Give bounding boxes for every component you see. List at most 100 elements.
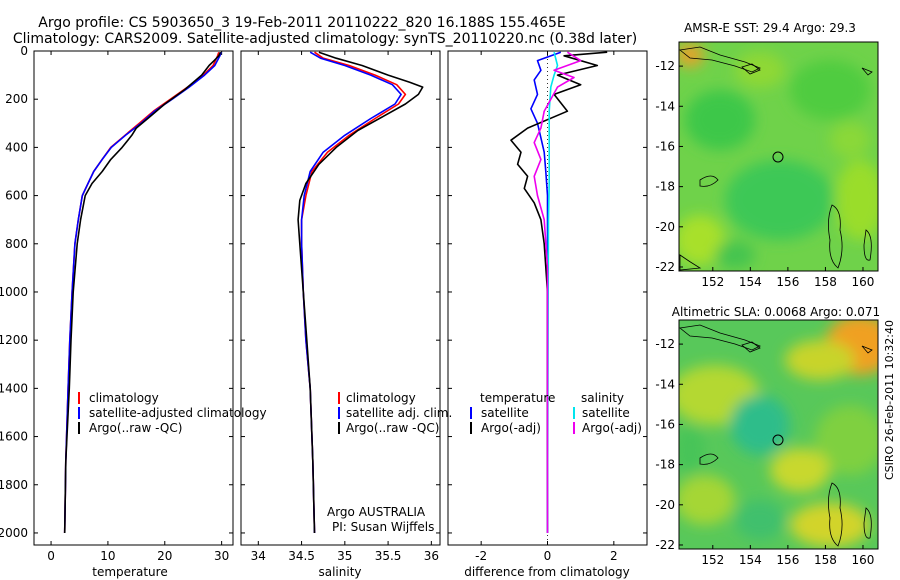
series-line-argo-raw-qc bbox=[297, 51, 424, 534]
x-tick-label: 36 bbox=[424, 549, 439, 563]
map-x-tick-label: 158 bbox=[814, 275, 837, 289]
legend-heading-salinity: salinity bbox=[581, 391, 624, 405]
map-x-tick-label: 158 bbox=[814, 553, 837, 567]
coastline bbox=[679, 46, 761, 73]
temperature-xlabel: temperature bbox=[92, 565, 167, 579]
y-tick-label: 400 bbox=[5, 140, 28, 154]
legend-label: Argo(..raw -QC) bbox=[346, 421, 439, 435]
map-y-tick-label: -22 bbox=[655, 260, 675, 274]
map-y-tick-label: -18 bbox=[655, 458, 675, 472]
coastline bbox=[861, 67, 873, 76]
map-y-tick-label: -12 bbox=[655, 337, 675, 351]
coastline bbox=[863, 507, 872, 539]
series-line-argo-raw-qc bbox=[63, 51, 222, 534]
x-tick-label: -2 bbox=[475, 549, 487, 563]
y-tick-label: 1200 bbox=[0, 333, 28, 347]
coastline bbox=[699, 175, 719, 187]
coastline bbox=[679, 324, 761, 351]
map-y-tick-label: -14 bbox=[655, 377, 675, 391]
map-x-tick-label: 160 bbox=[852, 553, 875, 567]
x-tick-label: 34.5 bbox=[288, 549, 315, 563]
legend-heading-temperature: temperature bbox=[480, 391, 555, 405]
y-tick-label: 0 bbox=[20, 44, 28, 58]
temperature-chart: 0 10 20 30 0 200 400 600 800 1000 1200 1400 1600 1800… bbox=[0, 44, 233, 563]
series-line-salinity-argo-adj bbox=[533, 51, 582, 533]
legend-label: Argo(-adj) bbox=[582, 421, 642, 435]
float-position-marker bbox=[772, 434, 784, 446]
coastline bbox=[861, 345, 873, 354]
x-tick-label: 35.5 bbox=[375, 549, 402, 563]
y-tick-label: 1400 bbox=[0, 381, 28, 395]
coastline bbox=[699, 453, 719, 465]
y-tick-label: 1600 bbox=[0, 430, 28, 444]
side-label: CSIRO 26-Feb-2011 10:32:40 bbox=[883, 320, 896, 480]
legend-label: satellite bbox=[582, 406, 630, 420]
map-x-tick-label: 156 bbox=[776, 275, 799, 289]
coastline bbox=[863, 229, 872, 261]
y-tick-label: 1800 bbox=[0, 478, 28, 492]
salinity-legend: climatology satellite adj. clim. Argo(..… bbox=[338, 391, 452, 435]
difference-chart: -2 0 2 bbox=[448, 50, 647, 563]
coastline bbox=[828, 482, 843, 547]
series-line-satellite-adjusted-climatology bbox=[63, 51, 222, 534]
legend-label: satellite bbox=[481, 406, 529, 420]
legend-label: Argo(..raw -QC) bbox=[89, 421, 182, 435]
map-y-tick-label: -12 bbox=[655, 59, 675, 73]
figure-title-line2: Climatology: CARS2009. Satellite-adjuste… bbox=[13, 31, 637, 47]
y-tick-label: 2000 bbox=[0, 526, 28, 540]
sla-map bbox=[679, 320, 878, 549]
temperature-legend: climatology satellite-adjusted climatolo… bbox=[78, 391, 267, 435]
x-tick-label: 0 bbox=[544, 549, 552, 563]
sst-map-title: AMSR-E SST: 29.4 Argo: 29.3 bbox=[684, 21, 856, 35]
salinity-chart: 34 34.5 35 35.5 36 bbox=[241, 50, 440, 563]
difference-legend: temperature satellite Argo(-adj) salinit… bbox=[470, 391, 642, 435]
sla-map-axes: 152 154 156 158 160 -12 -14 -16 -18 -20 -22 bbox=[655, 337, 874, 567]
legend-label: satellite-adjusted climatology bbox=[89, 406, 267, 420]
legend-label: Argo(-adj) bbox=[481, 421, 541, 435]
legend-label: climatology bbox=[346, 391, 416, 405]
x-tick-label: 0 bbox=[47, 549, 55, 563]
x-tick-label: 34 bbox=[251, 549, 266, 563]
series-line-satellite-adj-clim bbox=[300, 51, 402, 534]
float-position-marker bbox=[772, 151, 784, 163]
sla-map-frame bbox=[678, 319, 879, 550]
map-x-tick-label: 152 bbox=[701, 275, 724, 289]
coastline bbox=[741, 63, 761, 75]
map-x-tick-label: 160 bbox=[852, 275, 875, 289]
legend-label: climatology bbox=[89, 391, 159, 405]
map-y-tick-label: -20 bbox=[655, 498, 675, 512]
map-y-tick-label: -16 bbox=[655, 417, 675, 431]
x-tick-label: 20 bbox=[157, 549, 172, 563]
legend-label: satellite adj. clim. bbox=[346, 406, 452, 420]
x-tick-label: 2 bbox=[610, 549, 618, 563]
y-tick-label: 800 bbox=[5, 237, 28, 251]
sst-map bbox=[679, 42, 878, 271]
salinity-xlabel: salinity bbox=[318, 565, 361, 579]
map-y-tick-label: -14 bbox=[655, 99, 675, 113]
map-x-tick-label: 152 bbox=[701, 553, 724, 567]
sst-map-frame bbox=[678, 41, 879, 272]
sla-map-title: Altimetric SLA: 0.0068 Argo: 0.071 bbox=[672, 305, 880, 319]
map-x-tick-label: 154 bbox=[739, 553, 762, 567]
x-tick-label: 35 bbox=[337, 549, 352, 563]
salinity-annotation-line2: PI: Susan Wijffels bbox=[332, 520, 434, 534]
y-tick-label: 200 bbox=[5, 92, 28, 106]
salinity-panel bbox=[240, 50, 441, 546]
map-y-tick-label: -16 bbox=[655, 139, 675, 153]
x-tick-label: 10 bbox=[100, 549, 115, 563]
coastline bbox=[679, 254, 702, 271]
map-y-tick-label: -20 bbox=[655, 220, 675, 234]
sla-map-field bbox=[679, 320, 878, 547]
coastline bbox=[741, 341, 761, 353]
map-y-tick-label: -18 bbox=[655, 180, 675, 194]
x-tick-label: 30 bbox=[214, 549, 229, 563]
y-tick-label: 600 bbox=[5, 189, 28, 203]
y-tick-label: 1000 bbox=[0, 285, 28, 299]
sst-map-axes: 152 154 156 158 160 -12 -14 -16 -18 -20 -22 bbox=[655, 59, 874, 289]
coastline bbox=[828, 204, 843, 269]
difference-xlabel: difference from climatology bbox=[464, 565, 630, 579]
figure-title-line1: Argo profile: CS 5903650_3 19-Feb-2011 2… bbox=[38, 15, 565, 31]
map-x-tick-label: 154 bbox=[739, 275, 762, 289]
map-x-tick-label: 156 bbox=[776, 553, 799, 567]
